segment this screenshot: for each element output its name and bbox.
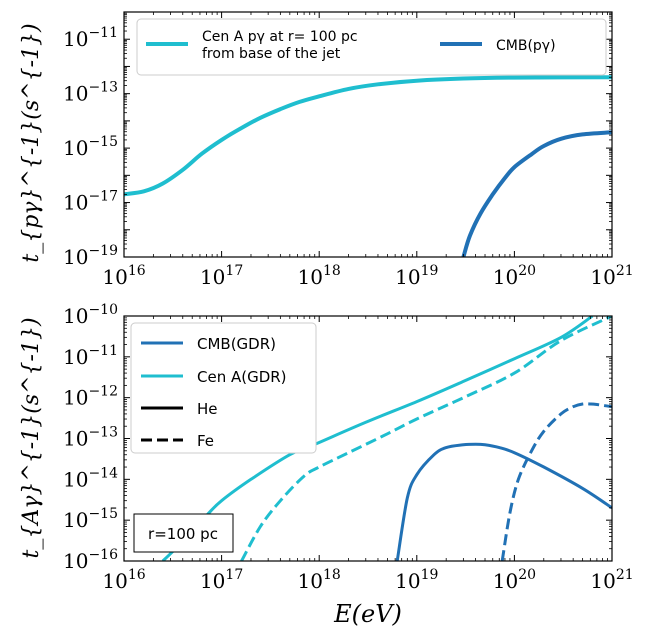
bottom-ticks-group: 1016 1017 1018 1019 1020 1021 10−16 10−15 10−14 1…	[63, 302, 634, 593]
top-series-cen-a-p-at-r-100-pc-from-base-of-the-jet	[124, 75, 612, 197]
top-x-tick-label: 1020	[493, 263, 536, 289]
bottom-series-cen-a-fe	[240, 316, 612, 561]
top-y-tick-label: 10−19	[63, 243, 118, 269]
annotation-frame	[133, 513, 234, 553]
annotation-box: r=100 pc	[133, 513, 234, 553]
top-ticks-group: 1016 1017 1018 1019 1020 1021 10−19 10−17 10−15 1…	[63, 11, 634, 289]
bottom-legend-label-cmb: CMB(GDR)	[197, 335, 276, 353]
bottom-x-tick-label: 1017	[200, 567, 243, 593]
top-x-tick-label: 1019	[395, 263, 438, 289]
bottom-x-tick-label: 1021	[590, 567, 633, 593]
bottom-y-tick-label: 10−15	[63, 506, 118, 532]
top-y-tick-label: 10−17	[63, 189, 118, 215]
bottom-x-tick-label: 1020	[493, 567, 536, 593]
bottom-x-tick-label: 1016	[102, 567, 145, 593]
bottom-y-tick-label: 10−13	[63, 425, 118, 451]
bottom-legend-label-fe: Fe	[197, 432, 214, 450]
bottom-y-axis-label: t_{Aγ}^{-1}(s^{-1})	[19, 317, 44, 558]
top-x-tick-label: 1016	[102, 263, 145, 289]
bottom-legend: CMB(GDR) Cen A(GDR) He Fe	[130, 322, 317, 454]
top-legend: Cen A pγ at r= 100 pc from base of the j…	[136, 18, 607, 76]
bottom-legend-frame	[130, 322, 317, 454]
annotation-text: r=100 pc	[148, 525, 218, 543]
top-series-cmb-p	[461, 130, 612, 257]
top-legend-label-cena-2: from base of the jet	[202, 46, 341, 62]
bottom-y-tick-label: 10−16	[63, 547, 118, 573]
bottom-x-axis-label: E(eV)	[333, 600, 402, 628]
bottom-legend-label-cena: Cen A(GDR)	[197, 368, 287, 386]
top-series-group	[124, 75, 612, 257]
top-y-tick-label: 10−15	[63, 134, 118, 160]
top-legend-frame	[136, 18, 607, 76]
top-x-tick-label: 1018	[298, 263, 341, 289]
bottom-y-tick-label: 10−14	[63, 465, 118, 491]
bottom-x-tick-label: 1018	[298, 567, 341, 593]
top-y-tick-label: 10−11	[63, 25, 118, 51]
top-legend-label-cmb: CMB(pγ)	[496, 38, 556, 54]
bottom-legend-label-he: He	[197, 400, 218, 418]
bottom-y-tick-label: 10−11	[63, 343, 118, 369]
top-panel: 1016 1017 1018 1019 1020 1021 10−19 10−17 10−15 1…	[19, 11, 634, 289]
bottom-x-tick-label: 1019	[395, 567, 438, 593]
bottom-panel: 1016 1017 1018 1019 1020 1021 10−16 10−15 10−14 1…	[19, 302, 634, 628]
bottom-series-cmb-fe	[500, 402, 612, 561]
top-y-tick-label: 10−13	[63, 80, 118, 106]
bottom-y-tick-label: 10−10	[63, 302, 118, 328]
top-x-tick-label: 1021	[590, 263, 633, 289]
top-legend-label-cena-1: Cen A pγ at r= 100 pc	[202, 29, 358, 45]
bottom-series-cmb-he	[395, 442, 612, 561]
top-axes-frame	[123, 11, 613, 258]
top-x-tick-label: 1017	[200, 263, 243, 289]
top-y-axis-label: t_{pγ}^{-1}(s^{-1})	[19, 23, 44, 262]
bottom-y-tick-label: 10−12	[63, 384, 118, 410]
